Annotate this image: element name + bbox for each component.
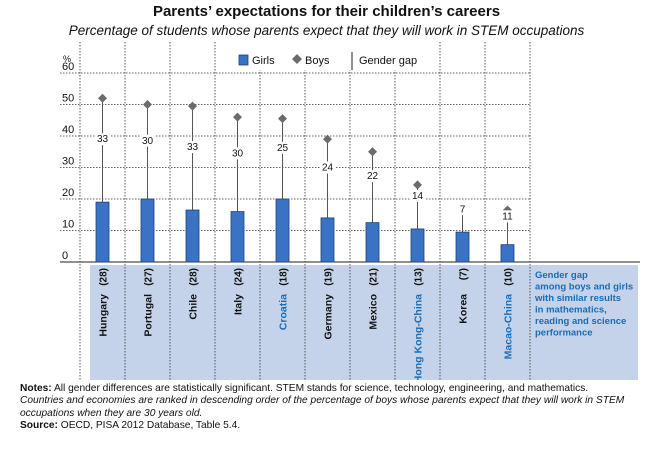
girls-bar — [275, 198, 290, 263]
boys-marker — [278, 114, 287, 124]
chart: 0 10 20 30 40 50 60% Girls Boys Gender gap 33 (28) H… — [60, 42, 640, 380]
gender-gap-label: 30 — [142, 136, 154, 147]
girls-bar — [500, 244, 515, 263]
gender-gap-label: 11 — [502, 211, 513, 222]
gender-gap-label: 33 — [187, 142, 199, 153]
panel-gap-value: (27) — [144, 268, 155, 286]
panel-caption-line: with similar results — [534, 293, 621, 304]
panel-gap-value: (18) — [279, 268, 290, 286]
panel-gap-value: (28) — [189, 268, 200, 286]
girls-bar — [410, 228, 425, 263]
girls-bar — [320, 217, 335, 263]
gender-gap-label: 7 — [460, 204, 466, 215]
gender-gap-label: 33 — [97, 134, 109, 145]
gap-label-bg — [319, 161, 336, 174]
notes-ranking: Countries and economies are ranked in de… — [20, 395, 625, 419]
legend-box — [218, 42, 436, 70]
source-text: OECD, PISA 2012 Database, Table 5.4. — [57, 420, 241, 432]
chart-title: Parents’ expectations for their children… — [152, 3, 501, 20]
category-label: Macao-China — [503, 294, 515, 360]
category-label: Italy — [233, 294, 245, 315]
boys-marker — [413, 180, 422, 190]
gap-label-bg — [274, 141, 291, 154]
girls-bar — [365, 222, 380, 263]
panel-caption-line: in mathematics, — [535, 305, 607, 316]
panel-gap-value: (19) — [324, 268, 335, 286]
gender-gap-label: 22 — [367, 171, 379, 182]
y-tick-label: 50 — [62, 93, 74, 105]
girls-bar — [185, 209, 200, 263]
boys-marker — [98, 93, 107, 103]
gap-label-bg — [364, 170, 381, 183]
notes: Notes: All gender differences are statis… — [20, 383, 645, 433]
category-label: Chile — [188, 294, 200, 320]
panel-gap-value: (28) — [99, 268, 110, 286]
girls-bar — [230, 211, 245, 263]
panel-caption-line: among boys and girls — [535, 282, 633, 293]
gap-label-bg — [139, 134, 156, 147]
panel-gap-value: (10) — [504, 268, 515, 286]
category-label: Korea — [458, 294, 470, 324]
gender-gap-label: 30 — [232, 148, 244, 159]
panel-gap-value: (21) — [369, 268, 380, 286]
legend-girls-label: Girls — [252, 55, 275, 67]
notes-text: All gender differences are statistically… — [51, 383, 589, 394]
gender-gap-label: 25 — [277, 143, 289, 154]
panel-gap-value: (7) — [459, 268, 470, 280]
boys-marker — [143, 100, 152, 109]
category-label: Hungary — [98, 294, 110, 337]
y-tick-label: 40 — [62, 124, 74, 136]
girls-bar — [140, 198, 155, 263]
y-tick-label: 10 — [62, 219, 74, 231]
y-tick-label: 30 — [62, 156, 74, 168]
gap-label-bg — [184, 141, 201, 154]
category-label: Germany — [323, 294, 335, 340]
panel-caption-line: performance — [535, 328, 593, 339]
legend-gap-label: Gender gap — [359, 55, 417, 67]
source-label: Source: — [20, 420, 58, 432]
category-label: Mexico — [368, 294, 380, 330]
gender-gap-label: 24 — [322, 163, 334, 174]
gap-label-bg — [229, 147, 246, 160]
gender-gap-label: 14 — [412, 191, 424, 202]
legend-boys-label: Boys — [305, 55, 330, 67]
boys-marker — [188, 101, 197, 111]
gap-label-bg — [454, 203, 471, 216]
gap-label-bg — [499, 210, 516, 223]
boys-marker — [323, 134, 332, 144]
panel-gap-value: (24) — [234, 268, 245, 286]
panel-caption-line: Gender gap — [535, 270, 588, 281]
y-axis-unit: % — [63, 54, 71, 64]
y-tick-label: 60 — [62, 61, 74, 73]
category-label: Croatia — [278, 294, 290, 330]
chart-subtitle: Percentage of students whose parents exp… — [68, 23, 585, 38]
category-label: Portugal — [143, 294, 155, 337]
notes-label: Notes: — [20, 383, 52, 394]
legend-girls-swatch — [238, 54, 249, 66]
boys-marker — [233, 112, 242, 122]
panel-gap-value: (13) — [414, 268, 425, 286]
y-tick-label: 0 — [62, 250, 68, 262]
girls-bar — [95, 201, 110, 263]
gap-label-bg — [94, 133, 111, 146]
boys-marker — [368, 147, 377, 157]
panel-caption-line: reading and science — [535, 316, 626, 327]
category-label: Hong Kong-China — [413, 294, 425, 380]
legend-boys-diamond — [292, 54, 302, 64]
gap-label-bg — [409, 189, 426, 202]
y-tick-label: 20 — [62, 187, 74, 199]
girls-bar — [455, 231, 470, 263]
gap-panel-top — [90, 265, 527, 290]
